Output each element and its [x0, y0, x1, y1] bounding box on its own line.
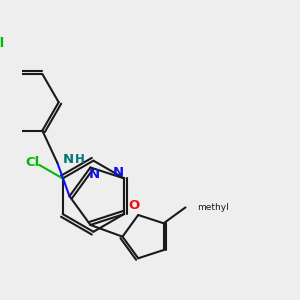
Text: N: N	[113, 166, 124, 179]
Text: H: H	[75, 153, 85, 166]
Text: methyl: methyl	[197, 203, 229, 212]
Text: N: N	[63, 153, 74, 166]
Text: N: N	[88, 168, 100, 181]
Text: Cl: Cl	[25, 156, 39, 169]
Text: Cl: Cl	[0, 37, 4, 50]
Text: O: O	[128, 199, 140, 212]
